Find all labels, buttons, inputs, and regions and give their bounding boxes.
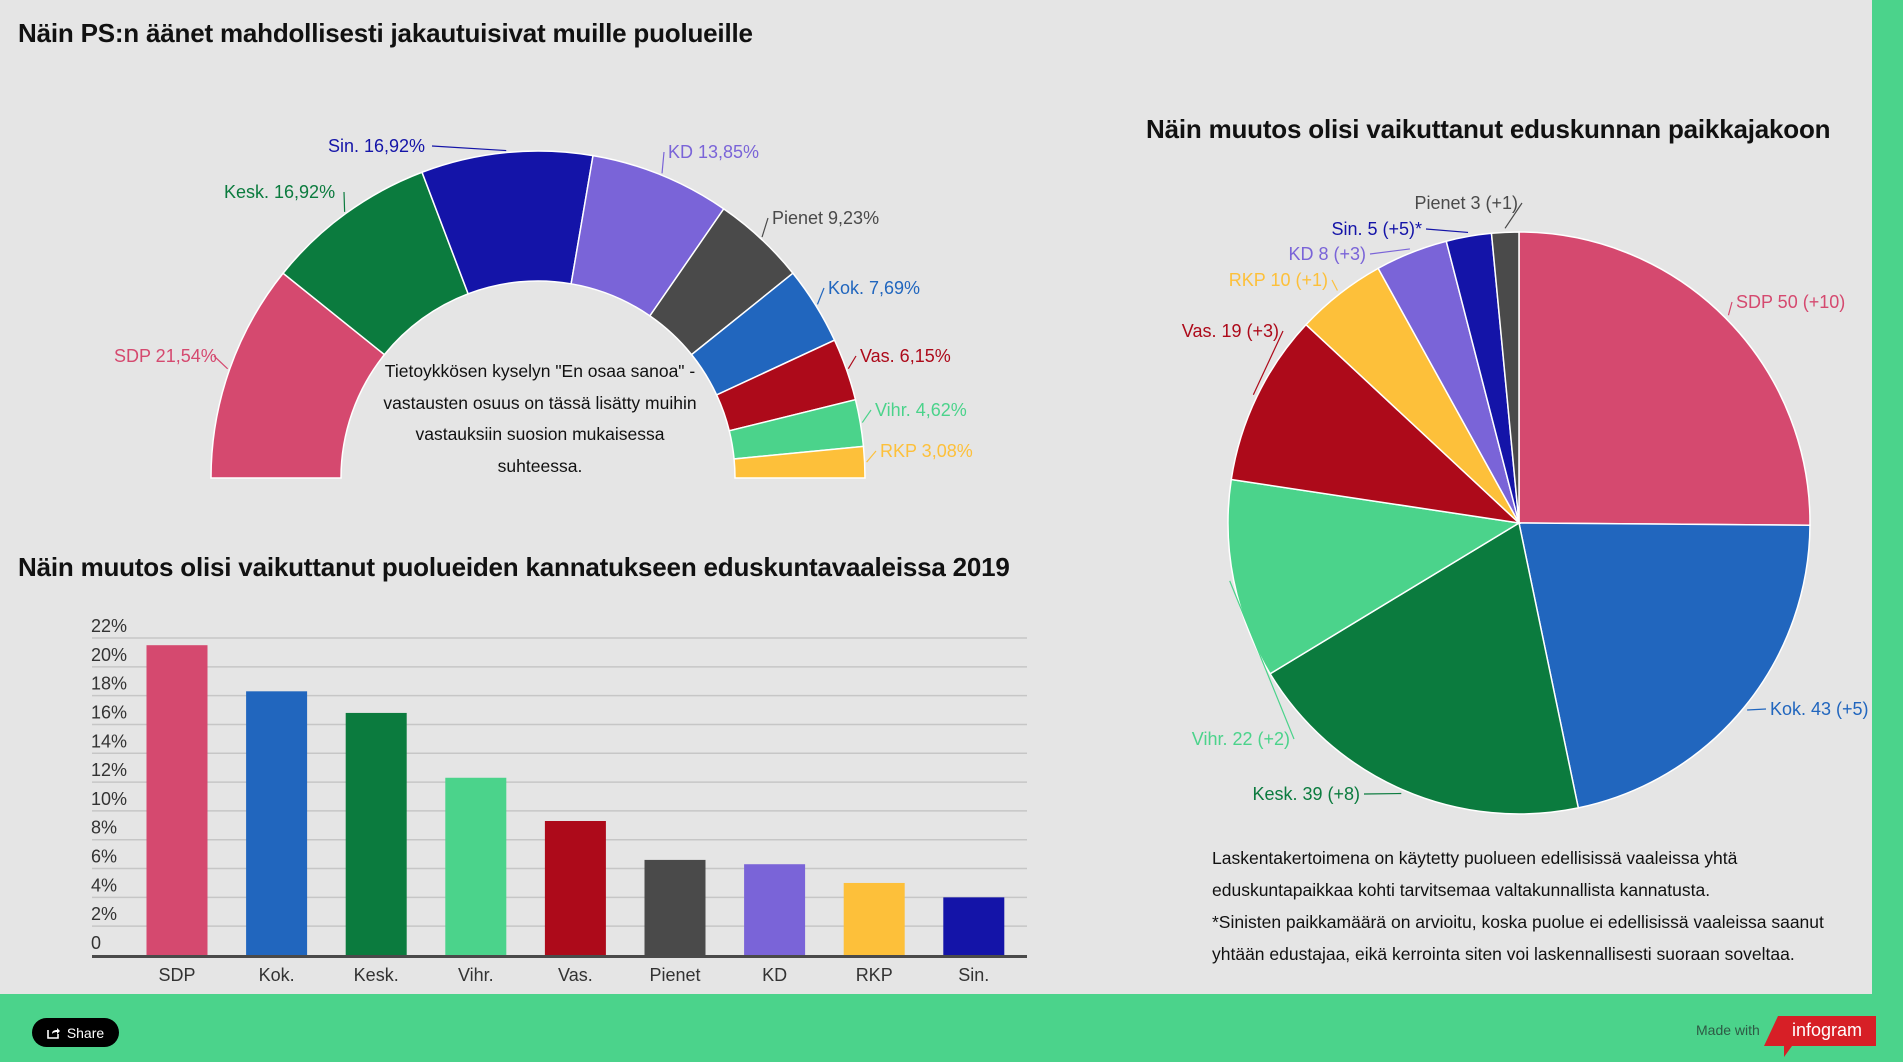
y-tick-label: 12%: [91, 760, 127, 780]
pie-note-line: *Sinisten paikkamäärä on arvioitu, koska…: [1212, 912, 1824, 932]
share-label: Share: [66, 1024, 105, 1041]
donut-note-line: vastausten osuus on tässä lisätty muihin: [383, 392, 697, 413]
pie-chart-title: Näin muutos olisi vaikuttanut eduskunnan…: [1146, 114, 1831, 144]
pie-footnote: Laskentakertoimena on käytetty puolueen …: [1212, 842, 1872, 970]
pie-label: Pienet 3 (+1): [1414, 193, 1518, 213]
y-tick-label: 6%: [91, 847, 117, 867]
donut-chart-title: Näin PS:n äänet mahdollisesti jakautuisi…: [18, 18, 753, 48]
bar-vas: [544, 820, 606, 955]
bar-kok: [246, 691, 308, 955]
pie-leader-line: [1747, 708, 1767, 711]
donut-label: Kok. 7,69%: [828, 278, 920, 298]
donut-label: RKP 3,08%: [880, 441, 973, 461]
infogram-logo[interactable]: infogram: [1764, 1016, 1876, 1057]
donut-leader-line: [816, 287, 825, 305]
bar-sin: [943, 897, 1005, 955]
pie-label: Vas. 19 (+3): [1182, 321, 1279, 341]
pie-slice-pienet: [1490, 231, 1520, 524]
x-category-label: Sin.: [958, 965, 989, 985]
pie-note-line: Laskentakertoimena on käytetty puolueen …: [1212, 848, 1738, 868]
y-tick-label: 22%: [91, 616, 127, 636]
bar-chart-title: Näin muutos olisi vaikuttanut puolueiden…: [18, 552, 1010, 582]
donut-label: Kesk. 16,92%: [224, 182, 335, 202]
donut-leader-line: [343, 191, 346, 212]
pie-label: SDP 50 (+10): [1736, 292, 1845, 312]
y-tick-label: 10%: [91, 789, 127, 809]
pie-slice-kok: [1518, 522, 1811, 809]
pie-label: Kesk. 39 (+8): [1252, 784, 1360, 804]
bar-kesk: [345, 712, 407, 955]
share-button[interactable]: Share: [32, 1018, 119, 1047]
x-category-label: Vihr.: [458, 965, 494, 985]
donut-label: Sin. 16,92%: [328, 136, 425, 156]
donut-note-line: vastauksiin suosion mukaisessa: [415, 424, 665, 444]
donut-note-line: Tietoykkösen kyselyn "En osaa sanoa" -: [384, 361, 696, 381]
y-tick-label: 16%: [91, 702, 127, 722]
donut-leader-line: [213, 355, 229, 370]
y-tick-label: 8%: [91, 818, 117, 838]
x-category-label: Pienet: [649, 965, 700, 985]
donut-segment-rkp: [733, 445, 866, 479]
donut-leader-line: [761, 217, 769, 238]
infogram-logo-shape: [1764, 1016, 1876, 1057]
bar-vihr: [445, 777, 507, 955]
x-category-label: RKP: [856, 965, 893, 985]
pie-label: KD 8 (+3): [1288, 244, 1366, 264]
y-tick-label: 20%: [91, 645, 127, 665]
pie-label: Sin. 5 (+5)*: [1331, 219, 1422, 239]
pie-leader-line: [1331, 279, 1338, 291]
made-with-text: Made with: [1696, 1022, 1760, 1038]
donut-leader-line: [861, 409, 872, 423]
x-category-label: Kok.: [259, 965, 295, 985]
pie-leader-line: [1425, 228, 1469, 234]
pie-label: Kok. 43 (+5): [1770, 699, 1869, 719]
donut-label: Vas. 6,15%: [860, 346, 951, 366]
y-tick-label: 14%: [91, 731, 127, 751]
x-category-label: Kesk.: [354, 965, 399, 985]
share-icon: [47, 1028, 60, 1039]
donut-label: SDP 21,54%: [114, 346, 217, 366]
donut-leader-line: [431, 145, 507, 152]
donut-label: Pienet 9,23%: [772, 208, 879, 228]
pie-leader-line: [1504, 202, 1523, 229]
bar-sdp: [146, 645, 208, 955]
pie-leader-line: [1252, 330, 1284, 395]
donut-leader-line: [661, 151, 665, 174]
pie-label: Vihr. 22 (+2): [1192, 729, 1290, 749]
pie-slice-kesk: [1269, 521, 1580, 815]
bar-pienet: [644, 859, 706, 955]
y-tick-label: 2%: [91, 904, 117, 924]
pie-slice-sdp: [1518, 231, 1811, 527]
pie-slice-vas: [1230, 323, 1522, 525]
y-tick-label: 0: [91, 933, 101, 953]
x-category-label: Vas.: [558, 965, 593, 985]
donut-note: Tietoykkösen kyselyn "En osaa sanoa" - v…: [360, 356, 720, 482]
donut-label: Vihr. 4,62%: [875, 400, 967, 420]
pie-leader-line: [1363, 792, 1402, 795]
bar-rkp: [843, 882, 905, 955]
pie-leader-line: [1229, 580, 1295, 740]
donut-label: KD 13,85%: [668, 142, 759, 162]
pie-label: RKP 10 (+1): [1229, 270, 1328, 290]
pie-note-line: yhtään edustajaa, eikä kerrointa siten v…: [1212, 944, 1795, 964]
y-tick-label: 4%: [91, 875, 117, 895]
donut-leader-line: [866, 450, 877, 463]
donut-leader-line: [847, 355, 857, 370]
bar-kd: [744, 864, 806, 955]
infogram-brand-text: infogram: [1792, 1020, 1863, 1040]
x-category-label: KD: [762, 965, 787, 985]
y-tick-label: 18%: [91, 674, 127, 694]
pie-leader-line: [1727, 301, 1733, 316]
x-category-label: SDP: [158, 965, 195, 985]
pie-leader-line: [1369, 248, 1410, 255]
donut-note-line: suhteessa.: [497, 455, 583, 476]
pie-note-line: eduskuntapaikkaa kohti tarvitsemaa valta…: [1212, 880, 1711, 900]
